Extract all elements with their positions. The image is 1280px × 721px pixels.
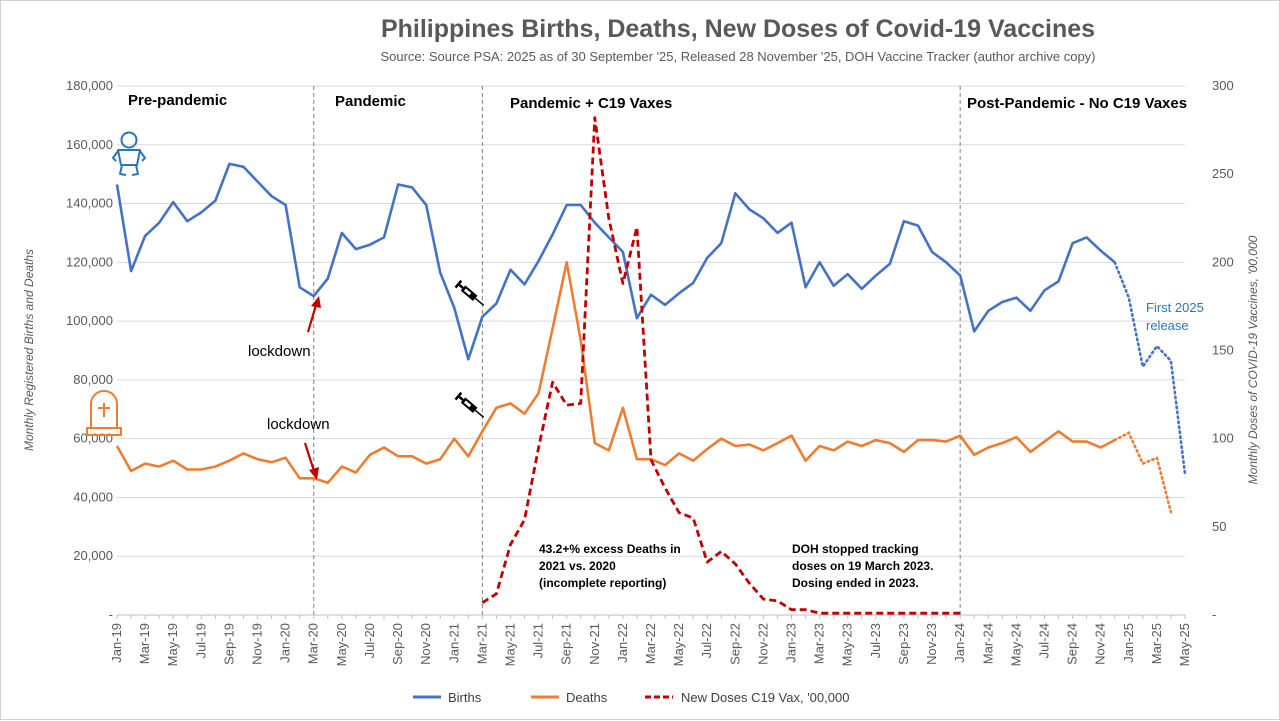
gridlines [117, 85, 1185, 557]
x-tick-label: May-20 [334, 623, 349, 666]
x-tick-label: Sep-19 [221, 623, 236, 665]
x-tick-label: Sep-24 [1065, 623, 1080, 665]
y-right-tick-label: 200 [1212, 254, 1234, 269]
y-left-tick-label: 180,000 [66, 78, 113, 93]
y-left-tick-label: 20,000 [73, 548, 113, 563]
y-left-tick-label: 40,000 [73, 489, 113, 504]
x-tick-label: Jul-20 [362, 623, 377, 658]
first-release-note-line1: First 2025 [1146, 300, 1204, 315]
x-tick-label: Jul-24 [1036, 623, 1051, 658]
x-tick-label: Nov-21 [587, 623, 602, 665]
x-tick-label: May-24 [1008, 623, 1023, 666]
series-line-births-projected [1113, 261, 1187, 476]
x-tick-label: Mar-23 [812, 623, 827, 664]
series-lines [115, 116, 1187, 615]
legend-item-vax[interactable]: New Doses C19 Vax, '00,000 [645, 690, 849, 705]
x-tick-label: May-19 [165, 623, 180, 666]
baby-icon [112, 131, 146, 176]
y-right-tick-label: 150 [1212, 343, 1234, 358]
x-tick-label: Jan-19 [109, 623, 124, 663]
x-tick-label: Nov-19 [250, 623, 265, 665]
x-tick-label: Jan-25 [1121, 623, 1136, 663]
x-tick-label: May-23 [840, 623, 855, 666]
legend-item-births[interactable]: Births [413, 690, 482, 705]
y-right-tick-label: 50 [1212, 519, 1226, 534]
doh-stopped-note-line2: doses on 19 March 2023. [792, 559, 933, 573]
syringe-icon [454, 279, 485, 306]
y-right-tick-label: 250 [1212, 166, 1234, 181]
x-tick-label: Nov-20 [418, 623, 433, 665]
legend-label-vax: New Doses C19 Vax, '00,000 [681, 690, 849, 705]
x-tick-label: Mar-25 [1149, 623, 1164, 664]
period-label-post-pandemic: Post-Pandemic - No C19 Vaxes [967, 95, 1187, 112]
right-axis-title: Monthly Doses of COVID-19 Vaccines, '00,… [1246, 235, 1260, 484]
x-tick-label: Jan-20 [278, 623, 293, 663]
period-dividers [313, 86, 961, 615]
period-label-pandemic: Pandemic [335, 93, 406, 110]
x-tick-label: Sep-20 [390, 623, 405, 665]
y-right-tick-label: 300 [1212, 78, 1234, 93]
x-tick-label: May-21 [502, 623, 517, 666]
x-tick-label: Mar-19 [137, 623, 152, 664]
x-tick-label: Jan-22 [615, 623, 630, 663]
series-line-deaths-projected [1113, 431, 1173, 514]
series-line-deaths [115, 261, 1116, 485]
x-tick-label: Sep-21 [559, 623, 574, 665]
x-tick-label: Nov-22 [755, 623, 770, 665]
x-tick-label: Jul-19 [193, 623, 208, 658]
legend-label-births: Births [448, 690, 482, 705]
lockdown-deaths-label: lockdown [267, 416, 330, 433]
x-tick-label: May-25 [1177, 623, 1192, 666]
legend-item-deaths[interactable]: Deaths [531, 690, 608, 705]
y-left-tick-label: 140,000 [66, 196, 113, 211]
x-tick-label: Mar-20 [306, 623, 321, 664]
x-tick-label: Sep-23 [896, 623, 911, 665]
period-label-pre-pandemic: Pre-pandemic [128, 92, 227, 109]
chart-subtitle: Source: Source PSA: 2025 as of 30 Septem… [380, 49, 1095, 64]
x-tick-label: Jul-22 [699, 623, 714, 658]
x-tick-label: Mar-24 [980, 623, 995, 664]
doh-stopped-note-line1: DOH stopped tracking [792, 542, 919, 556]
syringe-icon [454, 391, 485, 418]
x-tick-label: Jul-23 [868, 623, 883, 658]
y-right-tick-label: - [1212, 607, 1216, 622]
chart-title: Philippines Births, Deaths, New Doses of… [381, 15, 1095, 43]
x-tick-label: Jul-21 [531, 623, 546, 658]
y-left-tick-label: 80,000 [73, 372, 113, 387]
doh-stopped-note-line3: Dosing ended in 2023. [792, 576, 919, 590]
y-left-tick-label: - [109, 607, 113, 622]
axes: - 20,000 40,000 60,000 80,000 100,000 120,000 1… [66, 78, 1234, 666]
left-axis-title: Monthly Registered Births and Deaths [22, 249, 36, 451]
y-right-tick-label: 100 [1212, 431, 1234, 446]
x-tick-label: Sep-22 [727, 623, 742, 665]
legend-label-deaths: Deaths [566, 690, 608, 705]
series-line-births [115, 162, 1116, 361]
excess-deaths-note-line3: (incomplete reporting) [539, 576, 666, 590]
lockdown-arrow-births [306, 296, 321, 333]
excess-deaths-note-line2: 2021 vs. 2020 [539, 559, 616, 573]
x-tick-label: Mar-22 [643, 623, 658, 664]
x-tick-label: Jan-21 [446, 623, 461, 663]
x-tick-label: May-22 [671, 623, 686, 666]
tombstone-icon [86, 390, 122, 436]
x-tick-label: Nov-23 [924, 623, 939, 665]
x-tick-label: Mar-21 [474, 623, 489, 664]
lockdown-arrow-deaths [303, 442, 319, 480]
excess-deaths-note-line1: 43.2+% excess Deaths in [539, 542, 681, 556]
x-tick-label: Jan-23 [784, 623, 799, 663]
series-line-vax-doses [481, 116, 961, 615]
period-label-pandemic-vaxes: Pandemic + C19 Vaxes [510, 95, 672, 112]
lockdown-births-label: lockdown [248, 343, 311, 360]
x-tick-label: Nov-24 [1093, 623, 1108, 665]
x-tick-label: Jan-24 [952, 623, 967, 663]
legend: Births Deaths New Doses C19 Vax, '00,000 [413, 690, 849, 705]
y-left-tick-label: 60,000 [73, 431, 113, 446]
y-left-tick-label: 120,000 [66, 254, 113, 269]
y-left-tick-label: 100,000 [66, 313, 113, 328]
y-left-tick-label: 160,000 [66, 137, 113, 152]
first-release-note-line2: release [1146, 318, 1189, 333]
